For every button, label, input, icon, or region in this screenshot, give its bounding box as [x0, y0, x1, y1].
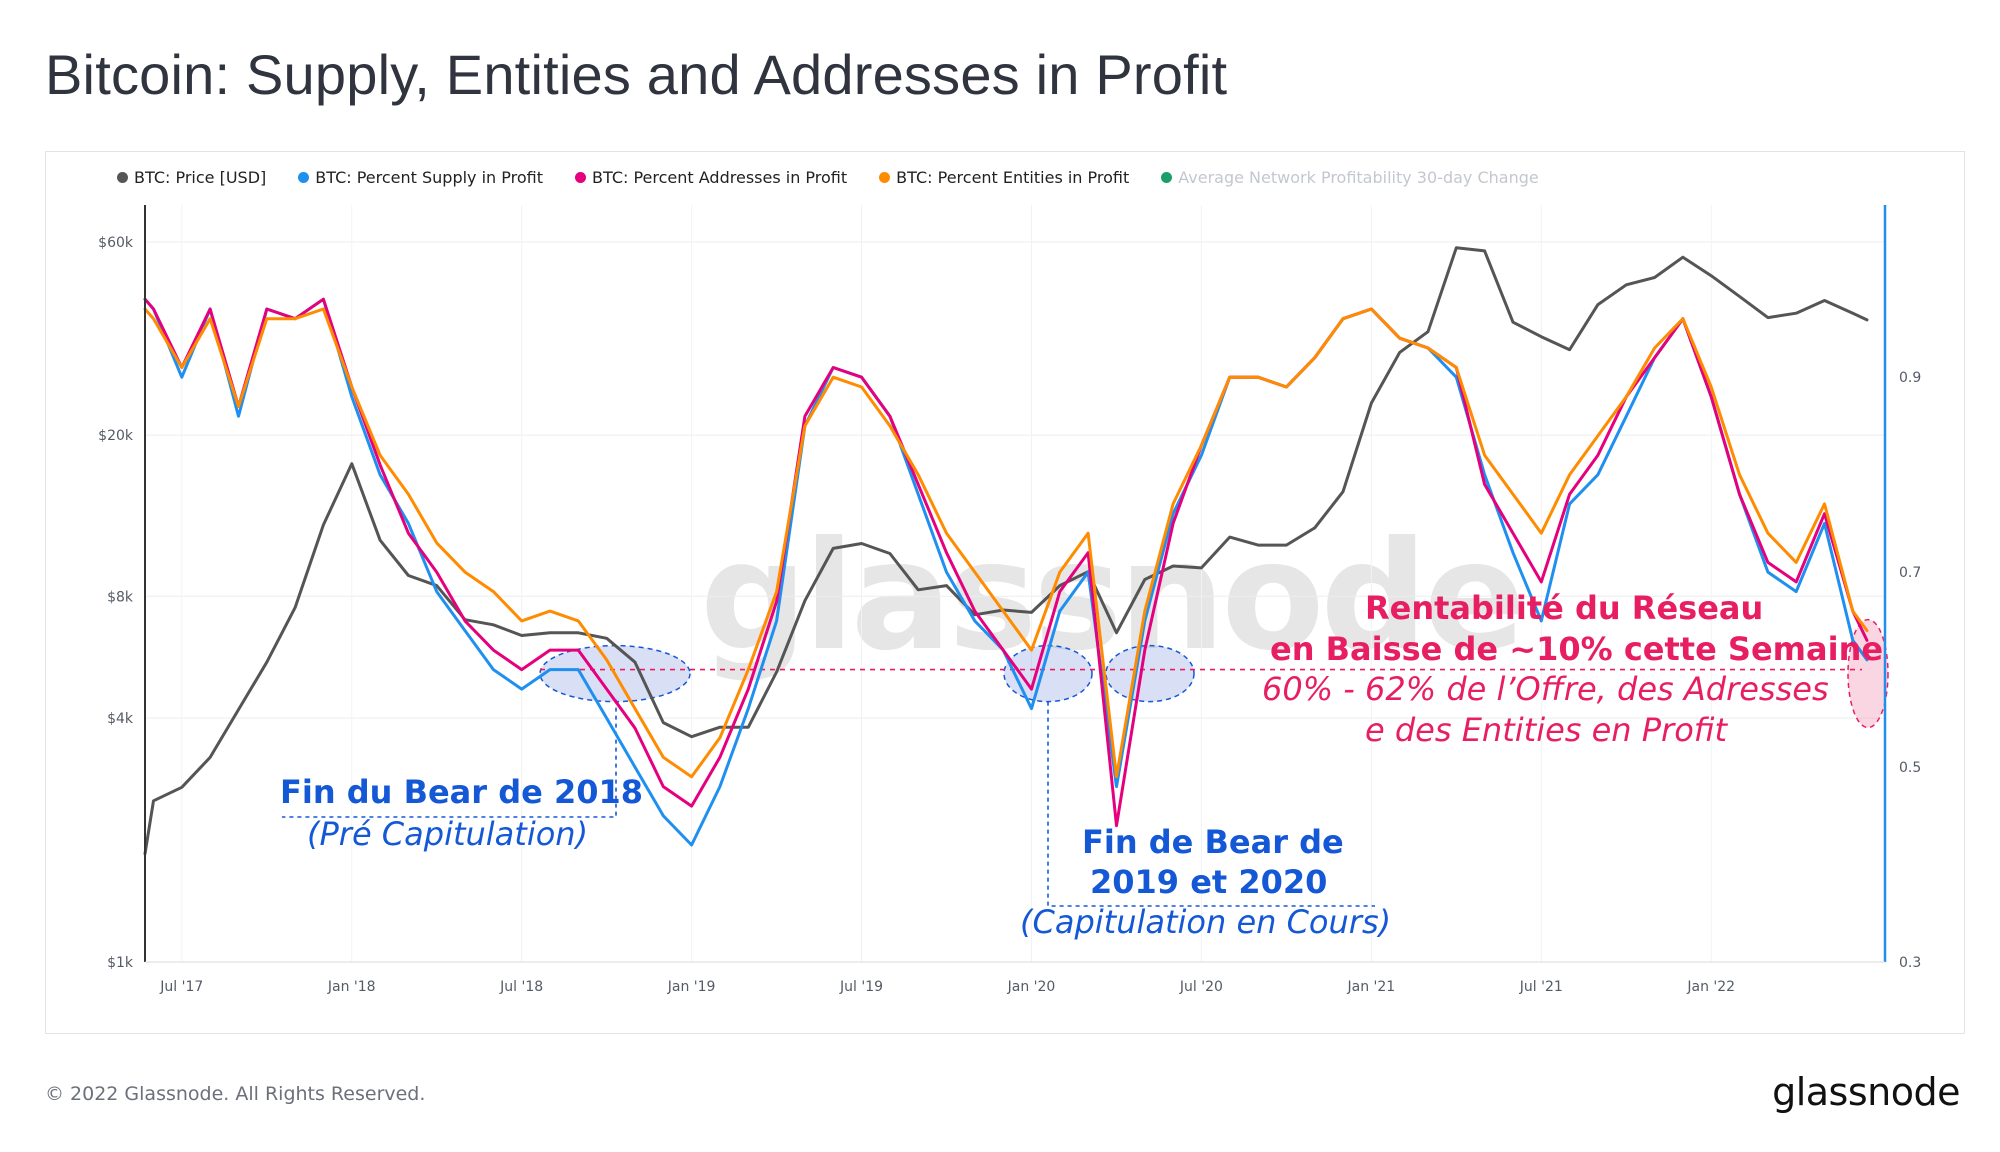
- legend-dot-entities: [879, 172, 891, 183]
- annotation-bear2018-title: Fin du Bear de 2018: [280, 773, 643, 811]
- y-left-tick-label: $8k: [107, 589, 134, 605]
- x-tick-label: Jan '21: [1347, 979, 1396, 995]
- legend-label-addresses: BTC: Percent Addresses in Profit: [592, 168, 848, 187]
- series-line-addresses: [143, 297, 1869, 828]
- series-lines: [143, 246, 1869, 856]
- annotation-network-subtitle-line1: 60% - 62% de l’Offre, des Adresses: [1262, 670, 1829, 708]
- legend-dot-addresses: [575, 172, 587, 183]
- legend-item-network-profitability[interactable]: Average Network Profitability 30-day Cha…: [1161, 168, 1539, 187]
- legend-item-supply[interactable]: BTC: Percent Supply in Profit: [298, 168, 543, 187]
- x-tick-label: Jul '18: [499, 979, 543, 995]
- legend-dot-price: [117, 172, 128, 183]
- page-title: Bitcoin: Supply, Entities and Addresses …: [45, 43, 1228, 106]
- annotation-network-subtitle-line2: e des Entities en Profit: [1365, 711, 1727, 749]
- legend-label-supply: BTC: Percent Supply in Profit: [315, 168, 544, 187]
- axes: $1k $4k $8k $20k $60k Jul '17 Jan '18 Jul '18 Ja…: [98, 205, 1921, 995]
- annotation-network-title-line1: Rentabilité du Réseau: [1365, 589, 1764, 627]
- legend-dot-network-profitability: [1161, 172, 1173, 183]
- chart-frame: [45, 151, 1965, 1034]
- footer-logo: glassnode: [1772, 1070, 1960, 1114]
- y-right-tick-label: 0.9: [1899, 370, 1921, 386]
- legend-item-price[interactable]: BTC: Price [USD]: [117, 168, 266, 187]
- legend-item-entities[interactable]: BTC: Percent Entities in Profit: [879, 168, 1129, 187]
- series-line-entities: [143, 307, 1869, 779]
- y-right-tick-label: 0.5: [1899, 760, 1921, 776]
- y-left-tick-label: $4k: [107, 711, 134, 727]
- x-tick-label: Jan '18: [327, 979, 376, 995]
- x-tick-label: Jul '17: [159, 979, 203, 995]
- legend-item-addresses[interactable]: BTC: Percent Addresses in Profit: [575, 168, 847, 187]
- legend-label-network-profitability: Average Network Profitability 30-day Cha…: [1178, 168, 1539, 187]
- annotation-bear1920-subtitle: (Capitulation en Cours): [1020, 903, 1392, 941]
- y-right-tick-label: 0.3: [1899, 955, 1921, 971]
- x-tick-label: Jul '20: [1179, 979, 1223, 995]
- watermark: glassnode: [700, 510, 1526, 684]
- y-left-tick-label: $1k: [107, 955, 134, 971]
- legend-dot-supply: [298, 172, 310, 183]
- x-tick-label: Jul '19: [839, 979, 883, 995]
- x-tick-label: Jan '22: [1686, 979, 1735, 995]
- legend-label-price: BTC: Price [USD]: [134, 168, 267, 187]
- zone-bear-2020: [1105, 644, 1195, 703]
- annotation-bear1920-title-line1: Fin de Bear de: [1082, 823, 1344, 861]
- x-tick-label: Jul '21: [1519, 979, 1563, 995]
- legend-label-entities: BTC: Percent Entities in Profit: [896, 168, 1130, 187]
- chart-legend: BTC: Price [USD] BTC: Percent Supply in …: [117, 168, 1539, 187]
- annotation-network-title-line2: en Baisse de ~10% cette Semaine: [1270, 630, 1884, 668]
- x-tick-label: Jan '20: [1007, 979, 1056, 995]
- series-line-price: [143, 246, 1869, 856]
- y-left-tick-label: $20k: [98, 428, 134, 444]
- footer-copyright: © 2022 Glassnode. All Rights Reserved.: [45, 1083, 426, 1105]
- annotation-bear2018-subtitle: (Pré Capitulation): [307, 815, 589, 853]
- y-right-tick-label: 0.7: [1899, 565, 1921, 581]
- annotation-bear1920-title-line2: 2019 et 2020: [1090, 863, 1328, 901]
- series-line-supply: [143, 297, 1869, 847]
- x-tick-label: Jan '19: [667, 979, 716, 995]
- y-left-tick-label: $60k: [98, 235, 134, 251]
